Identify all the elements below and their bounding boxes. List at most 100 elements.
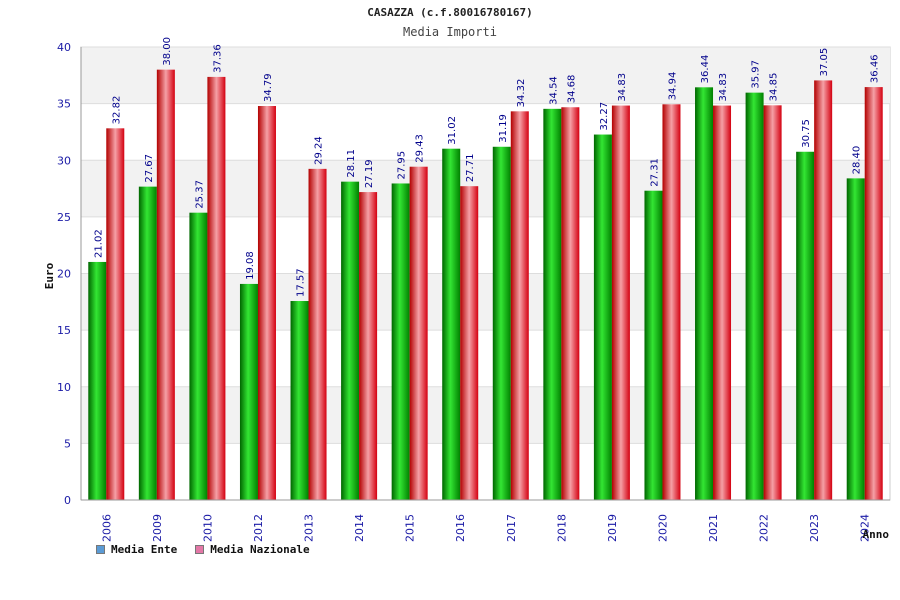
x-tick-label: 2018	[555, 514, 568, 542]
bar-media-ente-2013	[290, 301, 309, 500]
bar-media-ente-2020	[644, 190, 663, 501]
data-label: 31.19	[498, 114, 509, 143]
x-tick-label: 2016	[454, 514, 467, 542]
bar-media-nazionale-2016	[460, 186, 479, 500]
data-label: 34.85	[769, 73, 780, 102]
data-label: 36.46	[870, 54, 881, 83]
y-axis-title: Euro	[43, 262, 56, 289]
bar-media-nazionale-2018	[561, 107, 580, 501]
x-tick-label: 2014	[353, 514, 366, 542]
x-tick-label: 2009	[151, 514, 164, 542]
data-label: 28.40	[852, 146, 863, 175]
y-tick-label: 10	[57, 381, 71, 394]
x-tick-label: 2023	[808, 514, 821, 542]
x-tick-label: 2020	[656, 514, 669, 542]
legend-item-media-ente: Media Ente	[96, 543, 177, 556]
bar-media-ente-2021	[695, 87, 714, 500]
data-label: 34.83	[617, 73, 628, 102]
x-tick-label: 2021	[707, 514, 720, 542]
data-label: 27.67	[144, 154, 155, 183]
bars	[88, 69, 883, 501]
data-label: 21.02	[93, 229, 104, 258]
data-label: 29.24	[314, 136, 325, 165]
bar-media-nazionale-2019	[611, 105, 630, 501]
data-label: 34.79	[263, 73, 274, 102]
bar-media-ente-2018	[543, 108, 562, 500]
y-tick-label: 40	[57, 41, 71, 54]
bar-media-ente-2016	[442, 148, 461, 501]
bar-media-nazionale-2022	[763, 105, 782, 500]
y-tick-label: 15	[57, 324, 71, 337]
x-tick-label: 2006	[100, 514, 113, 542]
data-label: 30.75	[801, 119, 812, 148]
bar-media-ente-2023	[796, 151, 815, 500]
bar-media-nazionale-2024	[864, 87, 883, 500]
bar-media-ente-2010	[189, 212, 208, 500]
chart-subtitle: Media Importi	[403, 25, 497, 39]
bar-media-ente-2012	[239, 283, 258, 500]
x-tick-label: 2019	[606, 514, 619, 542]
data-label: 36.44	[700, 55, 711, 84]
x-tick-label: 2013	[303, 514, 316, 542]
data-label: 34.94	[667, 72, 678, 101]
bar-media-nazionale-2010	[207, 76, 226, 500]
legend-item-media-nazionale: Media Nazionale	[195, 543, 310, 556]
data-label: 31.02	[447, 116, 458, 145]
legend-swatch-media-nazionale	[195, 545, 205, 554]
legend-label-media-ente: Media Ente	[111, 543, 178, 556]
y-tick-label: 20	[57, 268, 71, 281]
y-tick-label: 30	[57, 154, 71, 167]
data-label: 32.27	[599, 102, 610, 131]
data-label: 34.83	[718, 73, 729, 102]
data-label: 27.71	[465, 154, 476, 183]
data-label: 27.95	[397, 151, 408, 180]
x-tick-label: 2015	[404, 514, 417, 542]
axes: 0 5 10 15 20 25 30 35 40 2006 2009 2010 2012 2013 2014…	[43, 41, 890, 542]
bar-media-ente-2017	[492, 146, 511, 500]
chart-title: CASAZZA (c.f.80016780167)	[367, 6, 533, 19]
bar-media-ente-2014	[341, 181, 360, 501]
x-tick-label: 2017	[505, 514, 518, 542]
legend: Media Ente Media Nazionale	[96, 543, 310, 556]
bar-media-ente-2015	[391, 183, 410, 500]
data-labels: 21.02 32.82 27.67 38.00 25.37 37.36 19.08 34.79…	[93, 37, 880, 297]
bar-media-ente-2006	[88, 261, 107, 500]
bar-media-nazionale-2009	[156, 69, 175, 501]
data-label: 25.37	[194, 180, 205, 209]
y-tick-label: 25	[57, 211, 71, 224]
bar-media-ente-2024	[846, 178, 865, 500]
legend-swatch-media-ente	[96, 545, 105, 554]
data-label: 34.54	[548, 76, 559, 105]
data-label: 19.08	[245, 251, 256, 280]
bar-media-ente-2019	[593, 134, 612, 501]
data-label: 34.68	[566, 75, 577, 104]
x-axis-title: Anno	[863, 528, 890, 541]
data-label: 38.00	[162, 37, 173, 66]
data-label: 27.19	[364, 159, 375, 188]
bar-media-nazionale-2015	[409, 166, 428, 500]
y-tick-label: 35	[57, 98, 71, 111]
data-label: 29.43	[415, 134, 426, 163]
x-tick-label: 2012	[252, 514, 265, 542]
bar-media-nazionale-2017	[510, 111, 529, 501]
data-label: 32.82	[111, 96, 122, 125]
bar-media-nazionale-2021	[713, 105, 732, 501]
x-tick-label: 2022	[758, 514, 771, 542]
bar-media-nazionale-2013	[308, 168, 327, 500]
bar-media-ente-2009	[138, 186, 157, 500]
x-tick-label: 2024	[859, 514, 872, 542]
bar-media-ente-2022	[745, 92, 764, 501]
y-tick-label: 0	[64, 494, 71, 507]
bar-media-nazionale-2020	[662, 104, 681, 500]
bar-media-nazionale-2023	[814, 80, 833, 500]
bar-media-nazionale-2014	[359, 192, 378, 501]
data-label: 17.57	[296, 268, 307, 297]
data-label: 35.97	[751, 60, 762, 89]
data-label: 27.31	[649, 158, 660, 187]
bar-media-nazionale-2012	[257, 106, 276, 501]
legend-label-media-nazionale: Media Nazionale	[210, 543, 310, 556]
data-label: 37.36	[212, 44, 223, 73]
y-tick-label: 5	[64, 437, 71, 450]
x-tick-label: 2010	[201, 514, 214, 542]
